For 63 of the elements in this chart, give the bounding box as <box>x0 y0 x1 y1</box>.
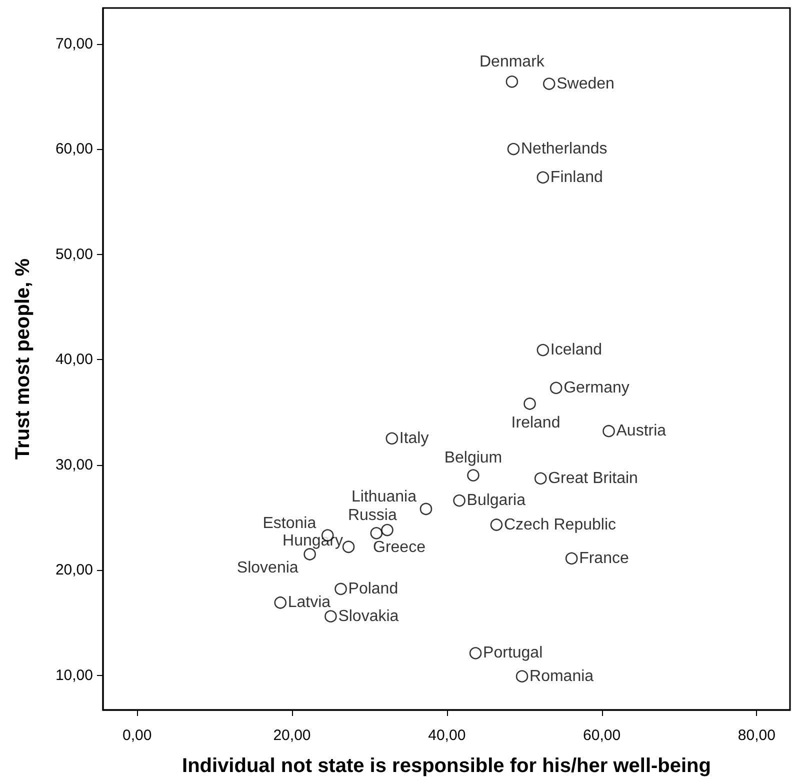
annotation: Denmark <box>479 54 546 71</box>
annotation: Finland <box>550 168 603 186</box>
annotation: Poland <box>348 580 398 598</box>
point <box>536 344 550 356</box>
y-tick-label: 40,00 <box>55 351 93 368</box>
annotation: Slovenia <box>236 560 298 577</box>
point <box>420 502 432 516</box>
point <box>602 424 615 438</box>
point <box>550 382 562 394</box>
annotation: Austria <box>616 422 666 440</box>
point <box>542 78 556 90</box>
annotation: Belgium <box>444 449 502 466</box>
point <box>507 142 520 156</box>
y-tick-label: 30,00 <box>55 456 93 474</box>
annotation: Hungary <box>282 532 344 550</box>
point <box>386 432 398 445</box>
x-axis-title: Individual not state is responsible for his/her well-being <box>182 755 711 777</box>
annotation: Russia <box>348 507 397 524</box>
point <box>490 518 503 531</box>
point <box>370 527 383 540</box>
y-axis-title: Trust most people, % <box>12 258 34 460</box>
annotation: Slovakia <box>338 608 399 625</box>
annotation: Italy <box>399 430 429 447</box>
annotation: Germany <box>564 379 630 396</box>
x-tick-label: 20,00 <box>273 727 311 744</box>
annotation: Netherlands <box>520 140 608 158</box>
annotation: Bulgaria <box>466 492 526 510</box>
annotation: Ireland <box>511 414 560 432</box>
annotation: Iceland <box>550 342 602 359</box>
point <box>524 398 536 410</box>
y-tick-label: 50,00 <box>55 246 93 263</box>
point <box>342 540 355 554</box>
point <box>334 582 347 596</box>
annotation: Greece <box>373 539 426 556</box>
point <box>274 596 287 609</box>
annotation: France <box>579 550 629 567</box>
point <box>304 548 316 560</box>
point <box>534 472 547 485</box>
point <box>536 171 550 184</box>
point <box>469 647 482 660</box>
point <box>506 76 518 88</box>
y-tick-label: 20,00 <box>55 562 93 579</box>
annotation: Portugal <box>483 644 543 662</box>
y-tick-label: 60,00 <box>55 140 93 158</box>
annotation: Sweden <box>556 75 614 92</box>
point <box>453 494 466 507</box>
annotation: Czech Republic <box>504 516 616 534</box>
annotation: Romania <box>530 668 594 685</box>
point <box>381 524 394 536</box>
y-tick-label: 10,00 <box>55 666 93 684</box>
x-tick-label: 0,00 <box>122 727 152 744</box>
x-tick-label: 40,00 <box>428 727 466 744</box>
point <box>516 670 528 682</box>
annotation: Estonia <box>262 514 316 532</box>
annotation: Latvia <box>288 594 331 612</box>
y-tick-label: 70,00 <box>55 35 93 52</box>
annotation: Great Britain <box>548 470 638 487</box>
point <box>467 469 480 482</box>
annotation: Lithuania <box>352 488 417 506</box>
point <box>324 610 337 622</box>
point <box>565 552 578 565</box>
x-tick-label: 60,00 <box>583 727 621 744</box>
x-tick-label: 80,00 <box>738 727 776 744</box>
